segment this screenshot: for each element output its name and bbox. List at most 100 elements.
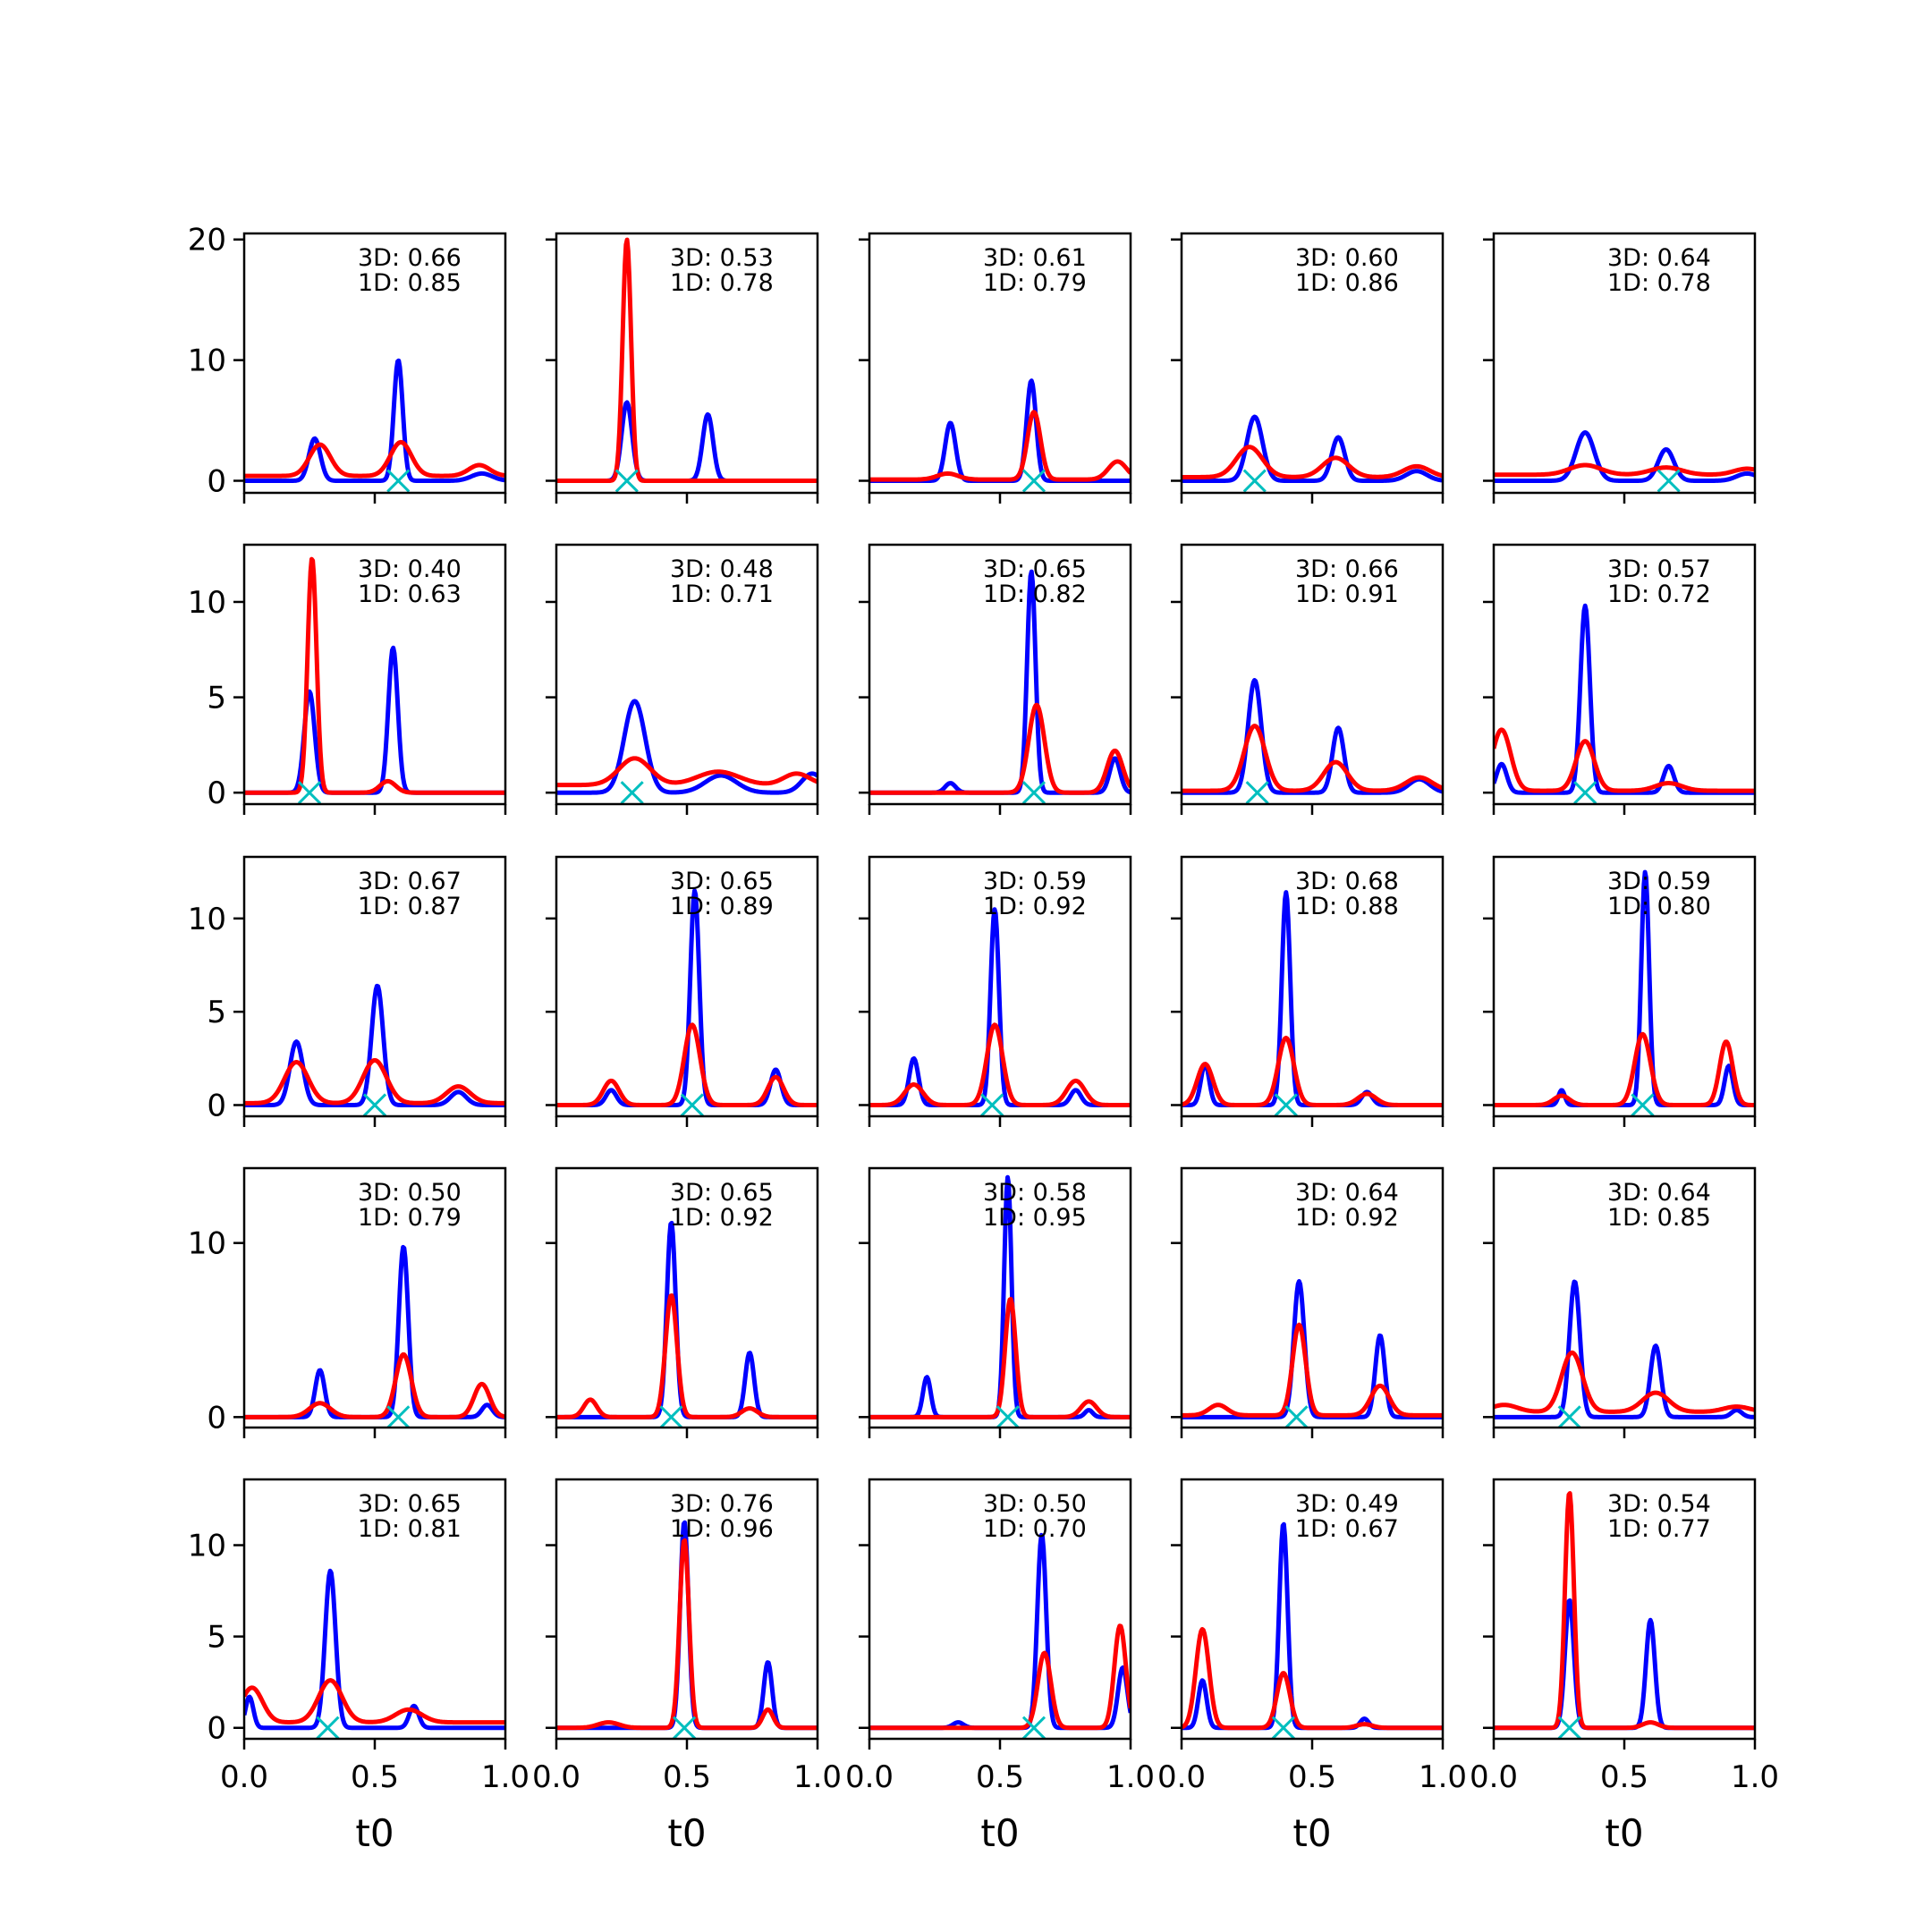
- panel-curves: [244, 556, 505, 804]
- panel-curves: [1182, 414, 1443, 493]
- series-1d-line: [869, 410, 1131, 482]
- score-3d-label: 3D: 0.50: [983, 1490, 1087, 1518]
- true-t0-marker: [1284, 1405, 1309, 1428]
- series-3d-line: [244, 358, 505, 484]
- panel-curves: [556, 237, 818, 493]
- x-tick-label: 0.0: [1470, 1759, 1518, 1795]
- score-1d-label: 1D: 0.71: [670, 580, 774, 608]
- y-tick-label: 10: [188, 902, 226, 937]
- score-3d-label: 3D: 0.49: [1295, 1490, 1399, 1518]
- panel-curves: [244, 358, 505, 493]
- series-1d-line: [244, 1352, 505, 1419]
- score-3d-label: 3D: 0.59: [1607, 868, 1711, 895]
- score-1d-label: 1D: 0.92: [1295, 1204, 1399, 1232]
- panel-curves: [244, 1568, 505, 1739]
- score-3d-label: 3D: 0.53: [670, 244, 774, 272]
- series-1d-line: [1182, 724, 1443, 793]
- score-1d-label: 1D: 0.79: [358, 1204, 462, 1232]
- y-tick-label: 10: [188, 343, 226, 379]
- score-3d-label: 3D: 0.76: [670, 1490, 774, 1518]
- panel-curves: [869, 1174, 1131, 1428]
- true-t0-marker: [297, 781, 322, 804]
- score-3d-label: 3D: 0.40: [358, 555, 462, 583]
- series-3d-line: [869, 378, 1131, 484]
- score-3d-label: 3D: 0.66: [1295, 555, 1399, 583]
- true-t0-marker: [1021, 1716, 1046, 1739]
- score-3d-label: 3D: 0.64: [1295, 1179, 1399, 1207]
- series-3d-line: [1182, 414, 1443, 484]
- series-3d-line: [556, 1220, 818, 1419]
- x-tick-label: 1.0: [1419, 1759, 1467, 1795]
- series-1d-line: [244, 1057, 505, 1106]
- y-tick-label: 10: [188, 1226, 226, 1262]
- series-3d-line: [1494, 1279, 1755, 1419]
- series-1d-line: [556, 1022, 818, 1107]
- score-3d-label: 3D: 0.66: [358, 244, 462, 272]
- true-t0-marker: [1631, 1093, 1655, 1116]
- panel-curves: [869, 907, 1131, 1116]
- y-tick-label: 20: [188, 223, 226, 258]
- y-tick-label: 0: [207, 464, 226, 500]
- score-1d-label: 1D: 0.72: [1607, 580, 1711, 608]
- series-1d-line: [1182, 1035, 1443, 1107]
- score-1d-label: 1D: 0.80: [1607, 893, 1711, 920]
- true-t0-marker: [362, 1093, 387, 1116]
- score-1d-label: 1D: 0.89: [670, 893, 774, 920]
- true-t0-marker: [1242, 469, 1267, 493]
- panel-curves: [556, 699, 818, 804]
- panel-curves: [1182, 1279, 1443, 1428]
- score-3d-label: 3D: 0.65: [670, 868, 774, 895]
- series-3d-line: [1182, 1279, 1443, 1419]
- panel-curves: [556, 888, 818, 1116]
- panel-curves: [869, 1532, 1131, 1739]
- panel-curves: [1494, 869, 1755, 1116]
- series-1d-line: [1494, 727, 1755, 793]
- score-1d-label: 1D: 0.78: [1607, 269, 1711, 297]
- panel-curves: [1182, 1521, 1443, 1739]
- score-1d-label: 1D: 0.87: [358, 893, 462, 920]
- panel-curves: [244, 983, 505, 1116]
- series-3d-line: [556, 888, 818, 1107]
- series-1d-line: [244, 556, 505, 795]
- y-tick-label: 10: [188, 585, 226, 621]
- panel-curves: [556, 1220, 818, 1428]
- score-1d-label: 1D: 0.63: [358, 580, 462, 608]
- score-3d-label: 3D: 0.67: [358, 868, 462, 895]
- true-t0-marker: [1021, 469, 1046, 493]
- series-1d-line: [556, 1538, 818, 1731]
- true-t0-marker: [1271, 1716, 1295, 1739]
- true-t0-marker: [1245, 781, 1269, 804]
- true-t0-marker: [386, 469, 411, 493]
- series-3d-line: [244, 1244, 505, 1419]
- series-1d-line: [869, 1022, 1131, 1107]
- series-1d-line: [1182, 1627, 1443, 1731]
- true-t0-marker: [980, 1093, 1004, 1116]
- score-1d-label: 1D: 0.85: [358, 269, 462, 297]
- series-3d-line: [244, 1568, 505, 1731]
- score-3d-label: 3D: 0.65: [670, 1179, 774, 1207]
- series-3d-line: [556, 699, 818, 795]
- score-3d-label: 3D: 0.61: [983, 244, 1087, 272]
- panel-curves: [1182, 890, 1443, 1116]
- panel-curves: [869, 569, 1131, 804]
- series-1d-line: [1494, 462, 1755, 478]
- panel-curves: [1494, 1279, 1755, 1428]
- true-t0-marker: [673, 1716, 697, 1739]
- score-3d-label: 3D: 0.65: [358, 1490, 462, 1518]
- score-3d-label: 3D: 0.65: [983, 555, 1087, 583]
